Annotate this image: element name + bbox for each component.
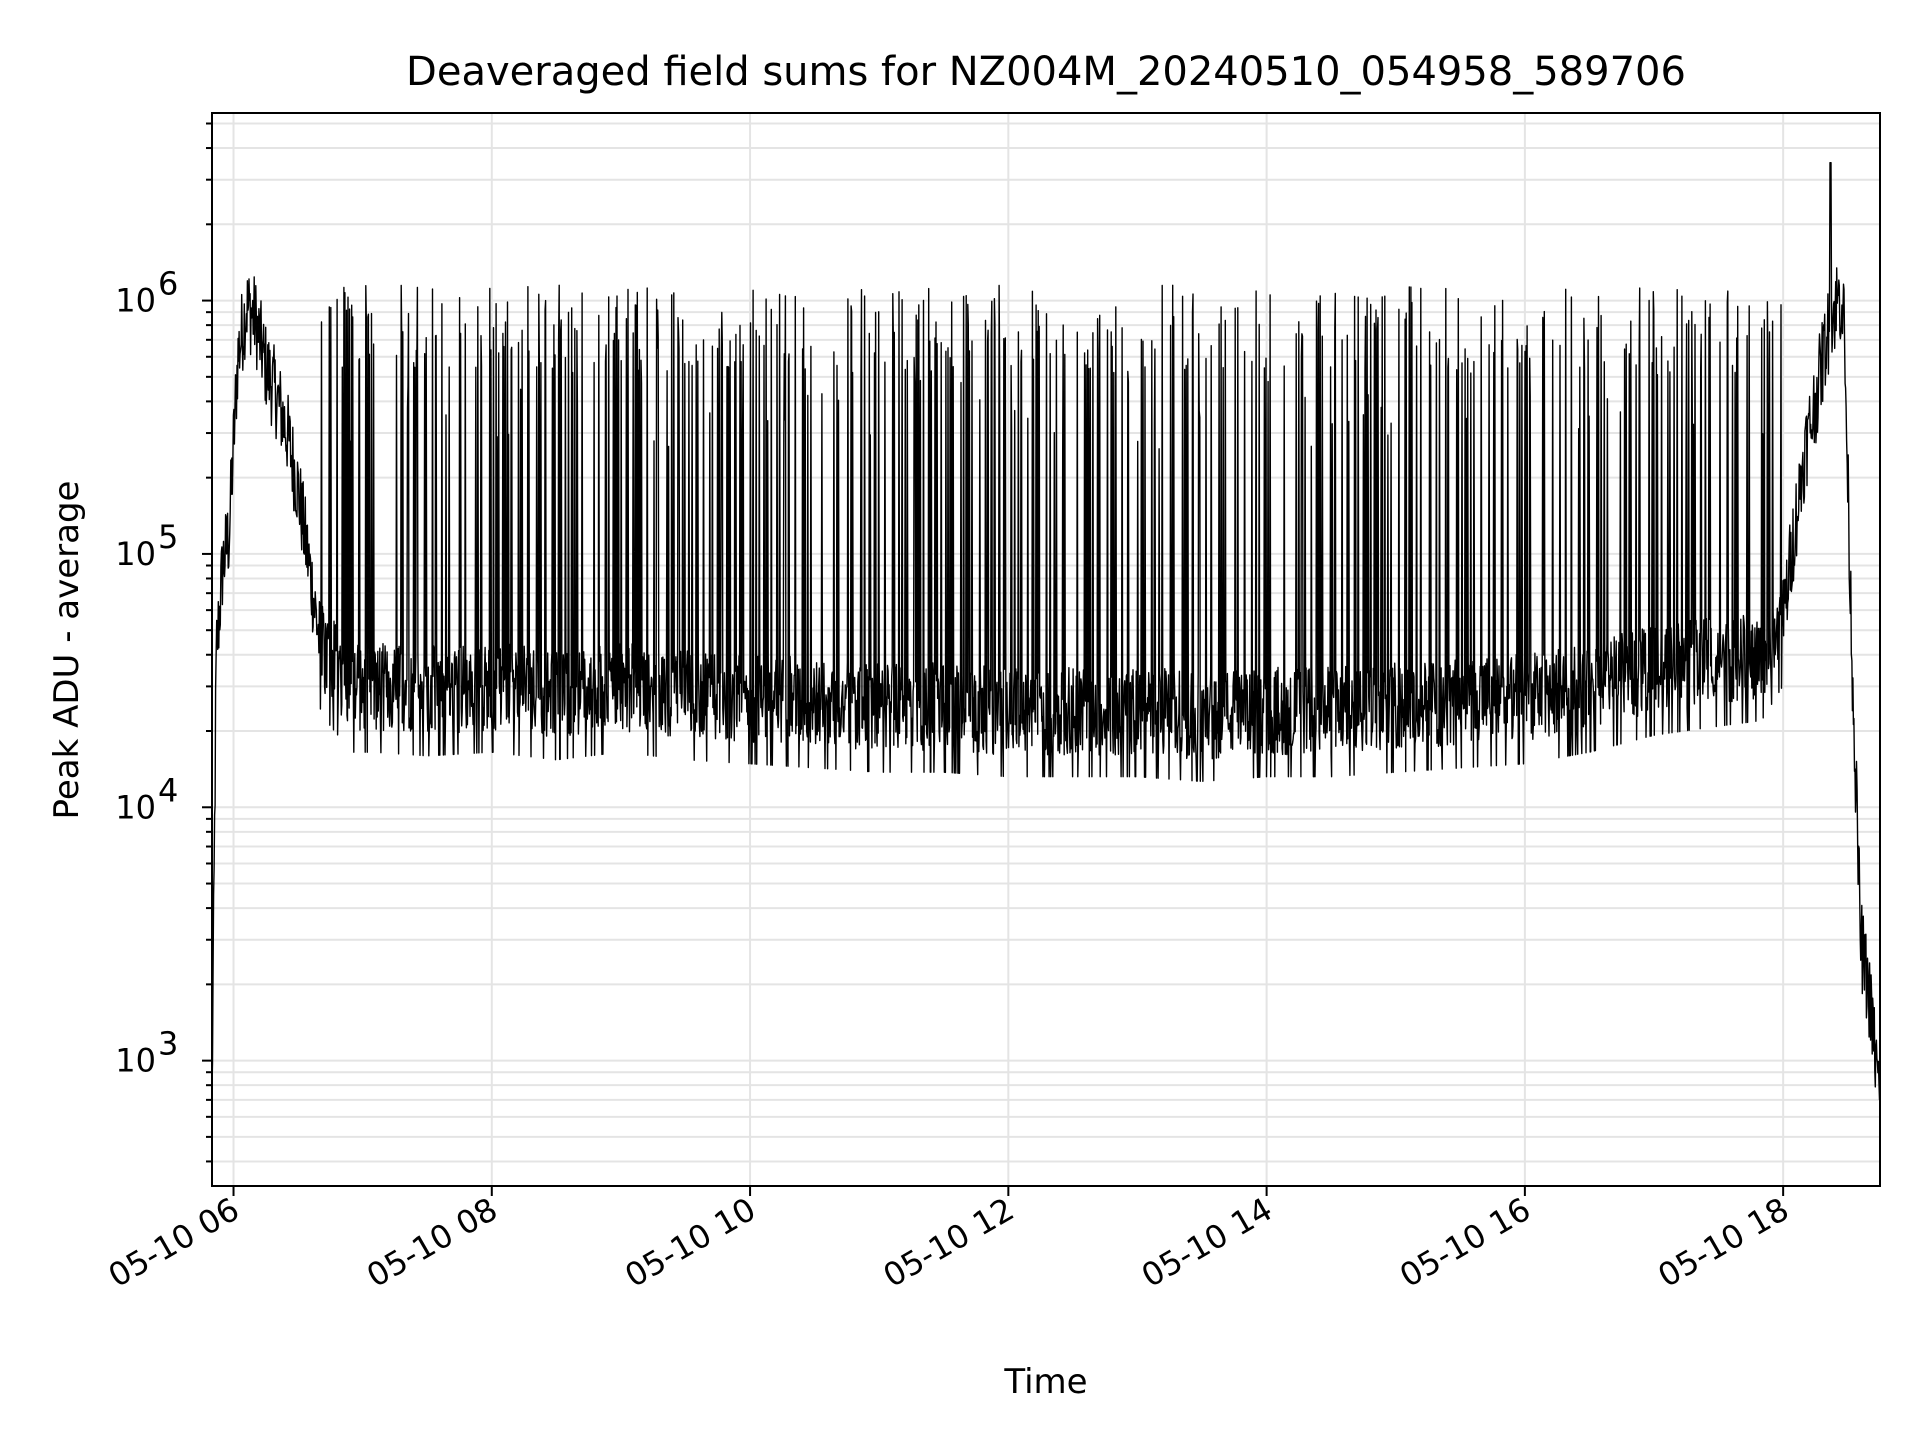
x-axis-label: Time — [1003, 1362, 1087, 1402]
y-axis-label: Peak ADU - average — [47, 481, 87, 820]
plot-frame — [211, 112, 1881, 1187]
y-tick-exponent: 6 — [158, 265, 178, 303]
y-tick-exponent: 5 — [158, 518, 178, 556]
plot-area — [212, 162, 1880, 1101]
y-tick-exponent: 3 — [158, 1025, 178, 1063]
y-tick-label: 10 — [115, 1042, 156, 1080]
chart-title: Deaveraged field sums for NZ004M_2024051… — [406, 49, 1686, 95]
y-tick-label: 10 — [115, 282, 156, 320]
y-tick-label: 10 — [115, 788, 156, 826]
y-tick-label: 10 — [115, 535, 156, 573]
series-line — [212, 162, 1880, 1101]
y-tick-exponent: 4 — [158, 771, 178, 809]
